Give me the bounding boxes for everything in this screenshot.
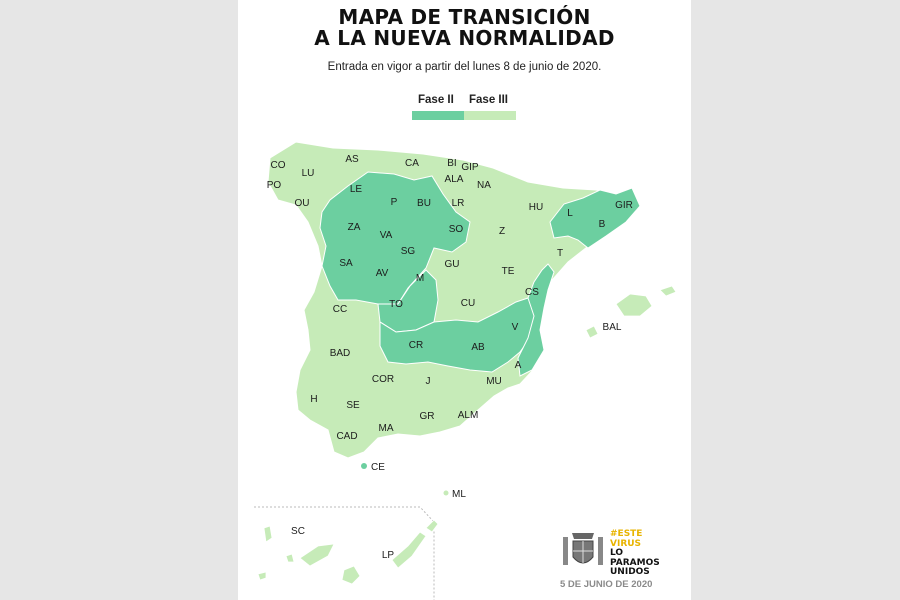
label-alm: ALM: [458, 410, 479, 421]
label-lu: LU: [302, 168, 315, 179]
legend-swatch-fase-3: [464, 111, 516, 120]
label-gir: GIR: [615, 200, 633, 211]
label-co: CO: [271, 160, 286, 171]
label-na: NA: [477, 180, 491, 191]
label-ou: OU: [295, 198, 310, 209]
island-hierro: [257, 571, 267, 581]
label-mu: MU: [486, 376, 502, 387]
label-ca: CA: [405, 158, 419, 169]
label-ab: AB: [471, 342, 485, 353]
label-se: SE: [346, 400, 360, 411]
label-ma: MA: [379, 423, 394, 434]
hashtag-line-3: LO: [610, 548, 624, 558]
label-te: TE: [502, 266, 515, 277]
label-cs: CS: [525, 287, 539, 298]
province-labels: CO LU AS CA BI GIP PO OU LE P BU ALA NA …: [267, 154, 633, 561]
label-ce: CE: [371, 462, 385, 473]
label-sg: SG: [401, 246, 416, 257]
spain-map: CO LU AS CA BI GIP PO OU LE P BU ALA NA …: [254, 141, 677, 600]
label-a: A: [515, 360, 522, 371]
ceuta-dot: [361, 463, 367, 469]
label-h: H: [310, 394, 317, 405]
hashtag-line-4: PARAMOS: [610, 557, 660, 568]
label-cu: CU: [461, 298, 475, 309]
island-gran-canaria: [341, 565, 361, 585]
campaign-hashtag: #ESTE VIRUS LO PARAMOS UNIDOS: [610, 529, 690, 578]
peninsula-shape: [267, 141, 641, 459]
label-to: TO: [389, 299, 403, 310]
label-gu: GU: [445, 259, 460, 270]
label-cad: CAD: [336, 431, 357, 442]
label-ml: ML: [452, 489, 466, 500]
label-b: B: [599, 219, 606, 230]
label-so: SO: [449, 224, 464, 235]
island-ibiza: [585, 325, 599, 339]
region-valencia: [517, 263, 555, 377]
label-cor: COR: [372, 374, 394, 385]
label-sc: SC: [291, 526, 305, 537]
label-hu: HU: [529, 202, 543, 213]
island-fuerteventura: [391, 531, 427, 569]
melilla-dot: [443, 490, 449, 496]
label-bi: BI: [447, 158, 456, 169]
hashtag-line-2: VIRUS: [610, 538, 642, 549]
label-j: J: [426, 376, 431, 387]
label-le: LE: [350, 184, 363, 195]
label-t: T: [557, 248, 563, 259]
label-po: PO: [267, 180, 282, 191]
label-ala: ALA: [445, 174, 464, 185]
hashtag-line-5: UNIDOS: [610, 567, 650, 577]
label-bu: BU: [417, 198, 431, 209]
island-tenerife: [299, 543, 335, 567]
label-gip: GIP: [461, 162, 479, 173]
label-lr: LR: [452, 198, 465, 209]
label-za: ZA: [348, 222, 361, 233]
label-m: M: [416, 273, 424, 284]
label-gr: GR: [420, 411, 435, 422]
label-cr: CR: [409, 340, 423, 351]
label-bal: BAL: [603, 322, 622, 333]
label-v: V: [512, 322, 519, 333]
legend-label-fase-3: Fase III: [469, 94, 508, 106]
region-cataluna-east: [549, 187, 641, 249]
title-line-2: A LA NUEVA NORMALIDAD: [314, 26, 615, 50]
label-va: VA: [380, 230, 393, 241]
map-card: MAPA DE TRANSICIÓN A LA NUEVA NORMALIDAD…: [238, 0, 691, 600]
label-bad: BAD: [330, 348, 351, 359]
island-menorca: [659, 285, 677, 297]
label-sa: SA: [339, 258, 353, 269]
island-lanzarote: [425, 519, 439, 533]
label-cc: CC: [333, 304, 347, 315]
region-castilla-leon: [319, 171, 471, 305]
label-as: AS: [345, 154, 359, 165]
label-z: Z: [499, 226, 505, 237]
label-av: AV: [376, 268, 389, 279]
legend-swatch-fase-2: [412, 111, 464, 120]
legend-label-fase-2: Fase II: [418, 94, 454, 106]
island-gomera: [285, 553, 295, 563]
label-l: L: [567, 208, 573, 219]
island-la-palma: [263, 525, 273, 543]
canary-inset-border: [254, 506, 435, 600]
island-mallorca: [615, 293, 653, 317]
spain-coat-of-arms-icon: [563, 533, 603, 565]
label-p: P: [391, 197, 398, 208]
publication-date: 5 DE JUNIO DE 2020: [560, 579, 653, 590]
subtitle: Entrada en vigor a partir del lunes 8 de…: [327, 61, 602, 73]
title-line-1: MAPA DE TRANSICIÓN: [338, 5, 591, 29]
label-lp: LP: [382, 550, 395, 561]
hashtag-line-1: #ESTE: [610, 529, 643, 539]
